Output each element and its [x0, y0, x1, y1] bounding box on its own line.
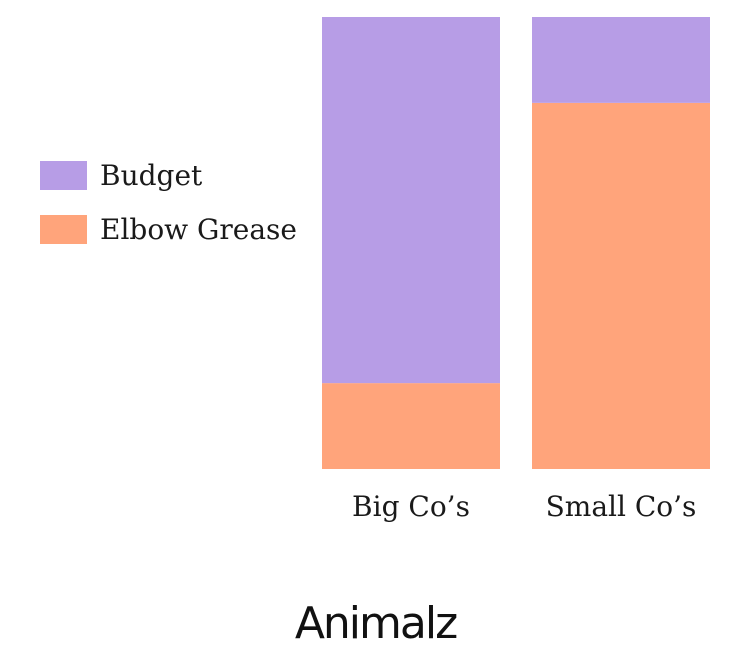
legend-item-elbow-grease: Elbow Grease — [40, 212, 297, 246]
chart-legend: Budget Elbow Grease — [40, 158, 297, 268]
legend-swatch-elbow-grease — [40, 214, 87, 244]
category-label-big-cos: Big Co’s — [352, 490, 470, 523]
legend-label-budget: Budget — [100, 158, 203, 192]
bar-segment-elbow-grease-2 — [532, 102, 710, 469]
category-label-small-cos: Small Co’s — [545, 490, 697, 523]
bar-segment-elbow-grease-1 — [322, 383, 500, 469]
legend-item-budget: Budget — [40, 158, 297, 192]
bar-segment-budget-2 — [532, 17, 710, 103]
legend-swatch-budget — [40, 160, 87, 190]
legend-label-elbow-grease: Elbow Grease — [100, 212, 297, 246]
animalz-logo: Animalz — [294, 598, 458, 649]
bar-segment-budget-1 — [322, 17, 500, 384]
